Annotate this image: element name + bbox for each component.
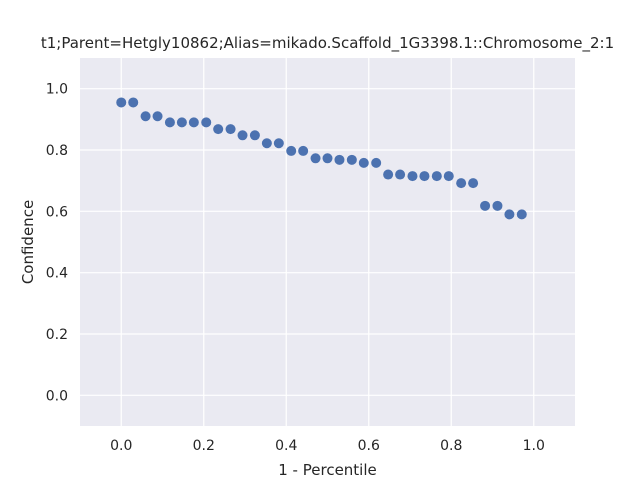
data-point — [249, 130, 260, 141]
y-axis-label: Confidence — [19, 200, 37, 284]
x-tick-label: 0.6 — [358, 438, 380, 454]
data-point — [504, 209, 515, 220]
data-point — [201, 117, 212, 128]
y-tick-label: 1.0 — [46, 82, 68, 98]
data-point — [128, 97, 139, 108]
data-point — [516, 209, 527, 220]
y-tick-label: 0.0 — [46, 388, 68, 404]
data-point — [237, 130, 248, 141]
x-axis-ticks: 0.0 0.2 0.4 0.6 0.8 1.0 — [110, 438, 545, 454]
data-point — [152, 111, 163, 122]
data-point — [492, 200, 503, 211]
data-point — [334, 154, 345, 165]
plot-area — [80, 58, 575, 426]
data-point — [407, 171, 418, 182]
data-point — [443, 171, 454, 182]
y-tick-label: 0.6 — [46, 204, 68, 220]
data-point — [346, 154, 357, 165]
y-tick-label: 0.4 — [46, 266, 68, 282]
data-point — [310, 153, 321, 164]
x-tick-label: 0.8 — [440, 438, 462, 454]
data-point — [322, 153, 333, 164]
data-point — [480, 200, 491, 211]
data-point — [261, 138, 272, 149]
data-point — [164, 117, 175, 128]
data-point — [298, 145, 309, 156]
points — [116, 97, 527, 220]
data-point — [456, 178, 467, 189]
x-tick-label: 0.4 — [275, 438, 297, 454]
chart-title: t1;Parent=Hetgly10862;Alias=mikado.Scaff… — [41, 34, 614, 53]
data-point — [395, 169, 406, 180]
data-point — [140, 111, 151, 122]
grid — [80, 58, 575, 426]
data-point — [273, 138, 284, 149]
x-tick-label: 1.0 — [523, 438, 545, 454]
data-point — [358, 157, 369, 168]
data-point — [225, 124, 236, 135]
x-axis-label: 1 - Percentile — [278, 461, 377, 479]
data-point — [116, 97, 127, 108]
data-point — [213, 124, 224, 135]
data-point — [383, 169, 394, 180]
y-tick-label: 0.8 — [46, 143, 68, 159]
data-point — [188, 117, 199, 128]
data-point — [468, 178, 479, 189]
x-tick-label: 0.0 — [110, 438, 132, 454]
y-axis-ticks: 0.0 0.2 0.4 0.6 0.8 1.0 — [46, 82, 68, 405]
data-point — [176, 117, 187, 128]
x-tick-label: 0.2 — [193, 438, 215, 454]
data-point — [286, 145, 297, 156]
data-point — [419, 171, 430, 182]
data-point — [431, 171, 442, 182]
y-tick-label: 0.2 — [46, 327, 68, 343]
data-point — [371, 157, 382, 168]
